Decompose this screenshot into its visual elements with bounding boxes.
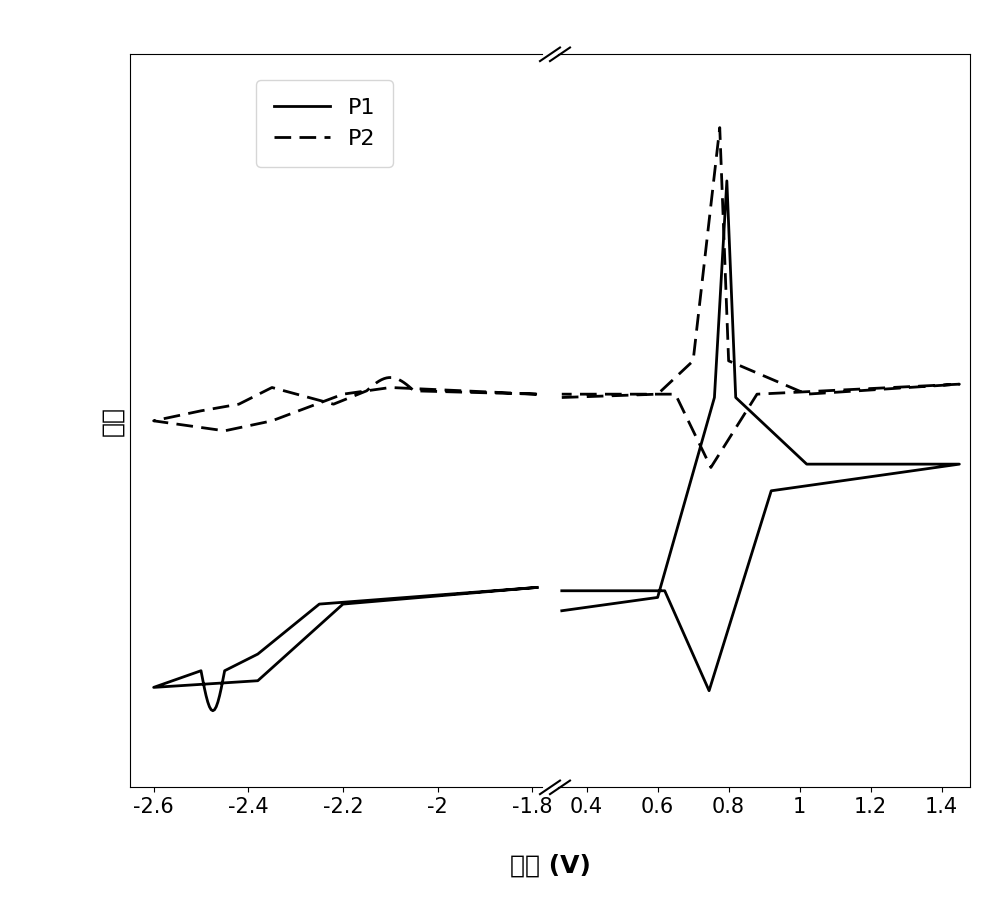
Text: 电势 (V): 电势 (V) [510,853,590,878]
Legend: P1, P2: P1, P2 [256,80,393,167]
Y-axis label: 电流: 电流 [100,405,124,436]
